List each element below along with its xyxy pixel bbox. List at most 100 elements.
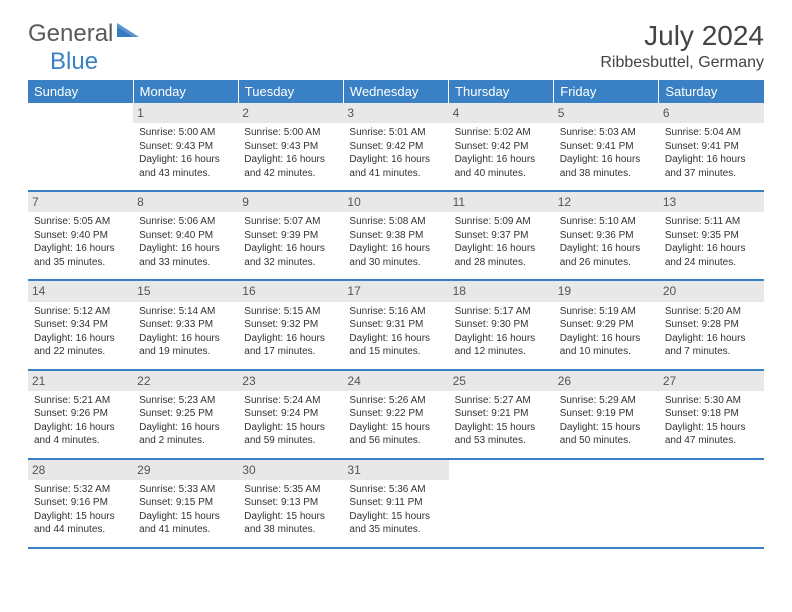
day-entry: Sunrise: 5:14 AMSunset: 9:33 PMDaylight:… <box>139 305 232 359</box>
calendar-day-cell: 7 Sunrise: 5:05 AMSunset: 9:40 PMDaylight… <box>28 191 133 280</box>
day-number: 15 <box>133 281 238 301</box>
day-number: 19 <box>554 281 659 301</box>
day-number: 12 <box>554 192 659 212</box>
calendar-day-cell: 26 Sunrise: 5:29 AMSunset: 9:19 PMDayligh… <box>554 370 659 459</box>
day-header: Wednesday <box>343 80 448 103</box>
calendar-table: SundayMondayTuesdayWednesdayThursdayFrid… <box>28 80 764 549</box>
day-number: 8 <box>133 192 238 212</box>
day-entry: Sunrise: 5:35 AMSunset: 9:13 PMDaylight:… <box>244 483 337 537</box>
title-block: July 2024 Ribbesbuttel, Germany <box>600 20 764 72</box>
day-entry: Sunrise: 5:20 AMSunset: 9:28 PMDaylight:… <box>665 305 758 359</box>
calendar-day-cell: 1Sunrise: 5:00 AMSunset: 9:43 PMDaylight… <box>133 103 238 191</box>
calendar-day-cell: 24 Sunrise: 5:26 AMSunset: 9:22 PMDayligh… <box>343 370 448 459</box>
day-header: Thursday <box>449 80 554 103</box>
day-entry: Sunrise: 5:30 AMSunset: 9:18 PMDaylight:… <box>665 394 758 448</box>
calendar-day-cell: 28 Sunrise: 5:32 AMSunset: 9:16 PMDayligh… <box>28 459 133 548</box>
day-entry: Sunrise: 5:36 AMSunset: 9:11 PMDaylight:… <box>349 483 442 537</box>
day-entry: Sunrise: 5:17 AMSunset: 9:30 PMDaylight:… <box>455 305 548 359</box>
day-header: Sunday <box>28 80 133 103</box>
day-entry: Sunrise: 5:11 AMSunset: 9:35 PMDaylight:… <box>665 215 758 269</box>
calendar-day-cell: 13Sunrise: 5:11 AMSunset: 9:35 PMDayligh… <box>659 191 764 280</box>
day-entry: Sunrise: 5:15 AMSunset: 9:32 PMDaylight:… <box>244 305 337 359</box>
day-entry: Sunrise: 5:07 AMSunset: 9:39 PMDaylight:… <box>244 215 337 269</box>
day-header: Tuesday <box>238 80 343 103</box>
day-number: 21 <box>28 371 133 391</box>
flag-icon <box>117 23 139 46</box>
calendar-week-row: 21 Sunrise: 5:21 AMSunset: 9:26 PMDayligh… <box>28 370 764 459</box>
calendar-week-row: 14Sunrise: 5:12 AMSunset: 9:34 PMDayligh… <box>28 280 764 369</box>
day-number: 4 <box>449 103 554 123</box>
day-number: 25 <box>449 371 554 391</box>
day-number: 24 <box>343 371 448 391</box>
day-entry: Sunrise: 5:33 AMSunset: 9:15 PMDaylight:… <box>139 483 232 537</box>
day-entry: Sunrise: 5:29 AMSunset: 9:19 PMDaylight:… <box>560 394 653 448</box>
calendar-day-cell: 18Sunrise: 5:17 AMSunset: 9:30 PMDayligh… <box>449 280 554 369</box>
day-number: 6 <box>659 103 764 123</box>
day-number: 23 <box>238 371 343 391</box>
location-label: Ribbesbuttel, Germany <box>600 54 764 72</box>
calendar-day-cell: 9Sunrise: 5:07 AMSunset: 9:39 PMDaylight… <box>238 191 343 280</box>
calendar-day-cell <box>554 459 659 548</box>
header: General July 2024 Ribbesbuttel, Germany <box>28 20 764 72</box>
day-number: 3 <box>343 103 448 123</box>
calendar-day-cell: 3 Sunrise: 5:01 AMSunset: 9:42 PMDaylight… <box>343 103 448 191</box>
calendar-day-cell: 6Sunrise: 5:04 AMSunset: 9:41 PMDaylight… <box>659 103 764 191</box>
day-entry: Sunrise: 5:02 AMSunset: 9:42 PMDaylight:… <box>455 126 548 180</box>
day-number: 29 <box>133 460 238 480</box>
day-entry: Sunrise: 5:19 AMSunset: 9:29 PMDaylight:… <box>560 305 653 359</box>
day-number: 22 <box>133 371 238 391</box>
calendar-day-cell: 11 Sunrise: 5:09 AMSunset: 9:37 PMDayligh… <box>449 191 554 280</box>
day-entry: Sunrise: 5:00 AMSunset: 9:43 PMDaylight:… <box>244 126 337 180</box>
day-number: 31 <box>343 460 448 480</box>
calendar-day-cell: 14Sunrise: 5:12 AMSunset: 9:34 PMDayligh… <box>28 280 133 369</box>
calendar-day-cell: 16 Sunrise: 5:15 AMSunset: 9:32 PMDayligh… <box>238 280 343 369</box>
logo: General <box>28 20 141 48</box>
day-number: 28 <box>28 460 133 480</box>
calendar-day-cell: 22Sunrise: 5:23 AMSunset: 9:25 PMDayligh… <box>133 370 238 459</box>
day-entry: Sunrise: 5:24 AMSunset: 9:24 PMDaylight:… <box>244 394 337 448</box>
logo-text-general: General <box>28 20 113 48</box>
day-number: 16 <box>238 281 343 301</box>
calendar-day-cell: 30Sunrise: 5:35 AMSunset: 9:13 PMDayligh… <box>238 459 343 548</box>
day-number: 27 <box>659 371 764 391</box>
day-entry: Sunrise: 5:16 AMSunset: 9:31 PMDaylight:… <box>349 305 442 359</box>
day-number: 5 <box>554 103 659 123</box>
day-entry: Sunrise: 5:00 AMSunset: 9:43 PMDaylight:… <box>139 126 232 180</box>
calendar-day-cell: 10Sunrise: 5:08 AMSunset: 9:38 PMDayligh… <box>343 191 448 280</box>
calendar-day-cell: 21 Sunrise: 5:21 AMSunset: 9:26 PMDayligh… <box>28 370 133 459</box>
calendar-body: 1Sunrise: 5:00 AMSunset: 9:43 PMDaylight… <box>28 103 764 548</box>
day-header: Saturday <box>659 80 764 103</box>
calendar-day-cell: 5Sunrise: 5:03 AMSunset: 9:41 PMDaylight… <box>554 103 659 191</box>
calendar-day-cell: 8 Sunrise: 5:06 AMSunset: 9:40 PMDaylight… <box>133 191 238 280</box>
day-number: 7 <box>28 192 133 212</box>
day-number: 17 <box>343 281 448 301</box>
logo-text-blue: Blue <box>50 48 98 75</box>
calendar-day-cell: 4 Sunrise: 5:02 AMSunset: 9:42 PMDaylight… <box>449 103 554 191</box>
day-entry: Sunrise: 5:10 AMSunset: 9:36 PMDaylight:… <box>560 215 653 269</box>
calendar-week-row: 1Sunrise: 5:00 AMSunset: 9:43 PMDaylight… <box>28 103 764 191</box>
day-entry: Sunrise: 5:01 AMSunset: 9:42 PMDaylight:… <box>349 126 442 180</box>
calendar-day-cell: 27 Sunrise: 5:30 AMSunset: 9:18 PMDayligh… <box>659 370 764 459</box>
day-number: 20 <box>659 281 764 301</box>
day-header: Monday <box>133 80 238 103</box>
day-number: 26 <box>554 371 659 391</box>
calendar-day-cell: 15 Sunrise: 5:14 AMSunset: 9:33 PMDayligh… <box>133 280 238 369</box>
calendar-day-cell: 17 Sunrise: 5:16 AMSunset: 9:31 PMDayligh… <box>343 280 448 369</box>
day-entry: Sunrise: 5:06 AMSunset: 9:40 PMDaylight:… <box>139 215 232 269</box>
day-number: 11 <box>449 192 554 212</box>
calendar-day-cell: 20 Sunrise: 5:20 AMSunset: 9:28 PMDayligh… <box>659 280 764 369</box>
calendar-day-cell: 12 Sunrise: 5:10 AMSunset: 9:36 PMDayligh… <box>554 191 659 280</box>
calendar-day-cell <box>28 103 133 191</box>
day-entry: Sunrise: 5:26 AMSunset: 9:22 PMDaylight:… <box>349 394 442 448</box>
day-entry: Sunrise: 5:32 AMSunset: 9:16 PMDaylight:… <box>34 483 127 537</box>
calendar-day-cell: 31 Sunrise: 5:36 AMSunset: 9:11 PMDayligh… <box>343 459 448 548</box>
day-entry: Sunrise: 5:21 AMSunset: 9:26 PMDaylight:… <box>34 394 127 448</box>
calendar-day-cell: 23 Sunrise: 5:24 AMSunset: 9:24 PMDayligh… <box>238 370 343 459</box>
calendar-day-cell: 19 Sunrise: 5:19 AMSunset: 9:29 PMDayligh… <box>554 280 659 369</box>
calendar-day-cell: 2 Sunrise: 5:00 AMSunset: 9:43 PMDaylight… <box>238 103 343 191</box>
day-entry: Sunrise: 5:09 AMSunset: 9:37 PMDaylight:… <box>455 215 548 269</box>
day-entry: Sunrise: 5:27 AMSunset: 9:21 PMDaylight:… <box>455 394 548 448</box>
day-number: 2 <box>238 103 343 123</box>
day-entry: Sunrise: 5:05 AMSunset: 9:40 PMDaylight:… <box>34 215 127 269</box>
day-number: 14 <box>28 281 133 301</box>
